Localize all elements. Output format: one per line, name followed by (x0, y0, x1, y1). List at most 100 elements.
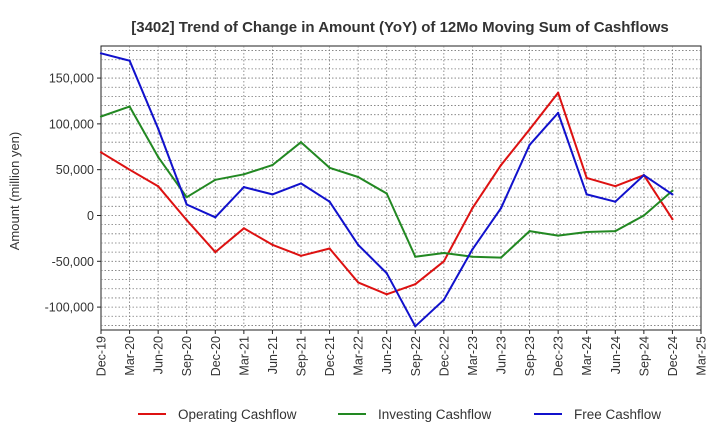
data-point (99, 52, 103, 55)
x-tick-label: Jun-20 (152, 336, 166, 374)
data-point (157, 155, 160, 158)
data-point (157, 127, 160, 130)
data-point (99, 115, 103, 118)
data-point (442, 251, 445, 255)
y-tick-label: 100,000 (49, 117, 94, 131)
data-point (185, 203, 188, 206)
data-point (299, 254, 303, 257)
data-point (271, 163, 274, 167)
x-tick-label: Jun-22 (380, 336, 394, 374)
data-point (471, 207, 474, 210)
data-point (128, 59, 131, 62)
y-tick-label: 150,000 (49, 72, 94, 86)
data-point (242, 227, 245, 230)
data-point (214, 178, 217, 181)
legend-label: Free Cashflow (574, 407, 661, 422)
x-tick-label: Dec-24 (666, 336, 680, 376)
series-lines (99, 52, 674, 328)
data-point (357, 175, 360, 179)
x-tick-label: Sep-22 (409, 336, 423, 376)
data-point (271, 193, 274, 196)
x-tick-label: Mar-20 (123, 336, 137, 376)
data-point (585, 193, 588, 196)
y-tick-label: 50,000 (56, 163, 94, 177)
data-point (328, 200, 331, 203)
data-point (671, 193, 674, 196)
data-point (499, 163, 503, 167)
data-point (528, 128, 531, 131)
data-point (414, 325, 417, 328)
x-tick-label: Mar-24 (580, 336, 594, 376)
data-point (414, 283, 417, 286)
data-point (385, 272, 388, 275)
data-point (357, 281, 360, 284)
x-tick-label: Sep-21 (295, 336, 309, 376)
y-axis-ticks: -100,000 -50,000 0 50,000 100,000 150,000 (45, 72, 101, 315)
x-tick-label: Dec-22 (437, 336, 451, 376)
data-point (99, 151, 103, 154)
data-point (357, 243, 360, 246)
y-tick-label: -50,000 (52, 255, 94, 269)
data-point (471, 255, 474, 258)
x-tick-label: Sep-23 (523, 336, 537, 376)
y-tick-label: -100,000 (45, 301, 94, 315)
data-point (242, 185, 245, 189)
data-point (614, 185, 617, 188)
data-point (614, 229, 617, 233)
data-point (614, 200, 617, 203)
data-point (271, 243, 274, 246)
data-point (328, 247, 331, 250)
data-point (671, 189, 674, 192)
data-point (299, 141, 303, 144)
y-tick-label: 0 (87, 209, 94, 223)
data-point (642, 214, 645, 217)
chart-title: [3402] Trend of Change in Amount (YoY) o… (131, 19, 669, 36)
data-point (585, 176, 588, 180)
x-tick-label: Mar-25 (695, 336, 709, 376)
x-axis-ticks: Dec-19 Mar-20 Jun-20 Sep-20 Dec-20 Mar-21 Jun-… (95, 330, 709, 376)
data-point (299, 182, 303, 185)
data-point (157, 185, 160, 188)
data-point (585, 230, 588, 234)
data-point (214, 251, 217, 254)
data-point (414, 255, 417, 258)
data-point (471, 248, 474, 251)
x-tick-label: Mar-23 (466, 336, 480, 376)
data-point (128, 105, 131, 108)
x-tick-label: Dec-20 (209, 336, 223, 376)
x-tick-label: Mar-21 (237, 336, 251, 376)
data-point (385, 293, 388, 296)
legend-label: Operating Cashflow (178, 407, 297, 422)
x-tick-label: Mar-22 (352, 336, 366, 376)
data-point (185, 196, 188, 199)
x-tick-label: Jun-23 (495, 336, 509, 374)
x-tick-label: Dec-19 (95, 336, 109, 376)
x-tick-label: Dec-23 (552, 336, 566, 376)
y-axis-label: Amount (million yen) (7, 132, 22, 251)
data-point (442, 298, 445, 301)
data-point (557, 234, 560, 237)
data-point (557, 111, 560, 114)
data-point (128, 168, 131, 171)
data-point (214, 216, 217, 219)
data-point (671, 218, 674, 221)
data-point (499, 256, 503, 259)
data-point (385, 192, 388, 195)
data-point (528, 143, 531, 147)
data-point (185, 218, 188, 222)
data-point (242, 173, 245, 176)
plot-area (100, 45, 702, 331)
legend: Operating Cashflow Investing Cashflow Free… (138, 407, 661, 422)
x-tick-label: Sep-24 (637, 336, 651, 376)
data-point (642, 174, 645, 177)
x-tick-label: Jun-24 (609, 336, 623, 374)
data-point (557, 91, 560, 94)
plot-frame (100, 45, 702, 331)
data-point (442, 260, 445, 263)
x-tick-label: Jun-21 (266, 336, 280, 374)
data-point (499, 207, 503, 210)
data-point (528, 229, 531, 233)
data-point (328, 166, 331, 169)
x-tick-label: Sep-20 (180, 336, 194, 376)
